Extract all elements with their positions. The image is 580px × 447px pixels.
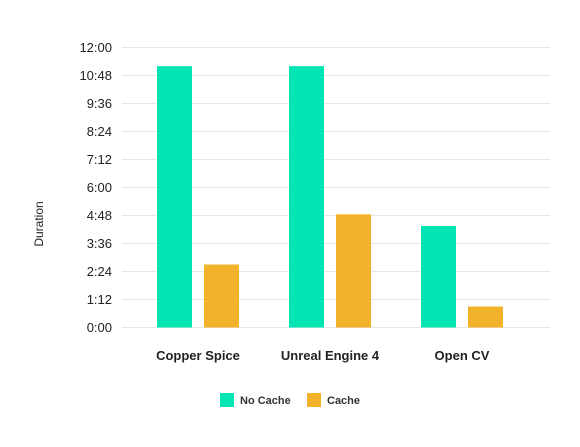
y-axis-ticks: 0:00 1:12 2:24 3:36 4:48 6:00 7:12 8:24 9:36 10:4… — [79, 40, 112, 335]
x-tick-label: Copper Spice — [156, 348, 240, 363]
x-tick-label: Unreal Engine 4 — [281, 348, 380, 363]
legend-swatch-cache — [307, 393, 321, 407]
legend-label-no-cache: No Cache — [240, 395, 291, 407]
y-tick-label: 3:36 — [87, 236, 112, 251]
y-tick-label: 9:36 — [87, 96, 112, 111]
x-axis-ticks: Copper Spice Unreal Engine 4 Open CV — [156, 348, 490, 363]
y-tick-label: 0:00 — [87, 320, 112, 335]
y-axis-title: Duration — [32, 201, 46, 246]
bars — [157, 66, 503, 328]
y-tick-label: 7:12 — [87, 152, 112, 167]
legend-swatch-no-cache — [220, 393, 234, 407]
legend: No Cache Cache — [220, 393, 360, 407]
y-tick-label: 8:24 — [87, 124, 112, 139]
y-tick-label: 1:12 — [87, 292, 112, 307]
y-tick-label: 6:00 — [87, 180, 112, 195]
bar-no-cache-open-cv — [421, 226, 456, 328]
legend-label-cache: Cache — [327, 395, 360, 407]
y-tick-label: 4:48 — [87, 208, 112, 223]
bar-cache-copper-spice — [204, 264, 239, 328]
y-tick-label: 12:00 — [79, 40, 112, 55]
bar-no-cache-unreal-engine-4 — [289, 66, 324, 328]
bar-cache-open-cv — [468, 306, 503, 328]
x-tick-label: Open CV — [435, 348, 490, 363]
y-tick-label: 2:24 — [87, 264, 112, 279]
y-tick-label: 10:48 — [79, 68, 112, 83]
bar-no-cache-copper-spice — [157, 66, 192, 328]
bar-cache-unreal-engine-4 — [336, 214, 371, 328]
